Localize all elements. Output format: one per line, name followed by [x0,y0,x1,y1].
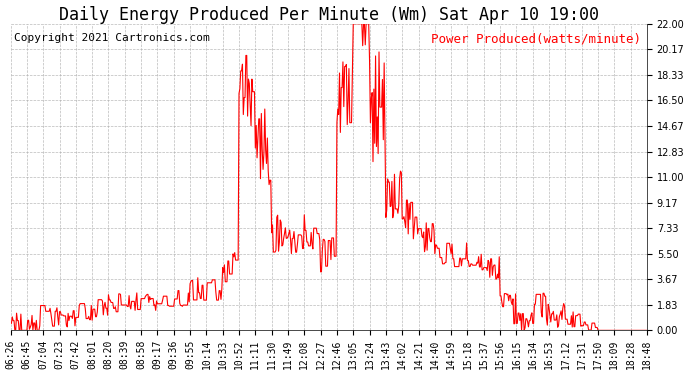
Text: Power Produced(watts/minute): Power Produced(watts/minute) [431,33,640,46]
Text: Copyright 2021 Cartronics.com: Copyright 2021 Cartronics.com [14,33,210,43]
Title: Daily Energy Produced Per Minute (Wm) Sat Apr 10 19:00: Daily Energy Produced Per Minute (Wm) Sa… [59,6,599,24]
